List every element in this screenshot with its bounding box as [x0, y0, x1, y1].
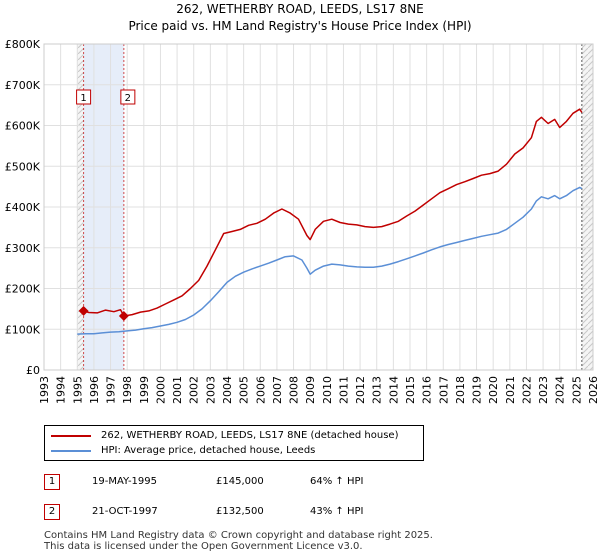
y-tick-label: £0 — [26, 364, 40, 377]
sale-label-text: 2 — [125, 93, 131, 104]
x-tick-label: 2009 — [304, 376, 317, 404]
x-tick-label: 2023 — [537, 376, 550, 404]
sale-price: £132,500 — [216, 506, 264, 517]
sale-row: 2 21-OCT-1997 £132,500 43% ↑ HPI — [0, 502, 600, 522]
series-line-property — [83, 108, 583, 317]
sale-label-box — [76, 89, 92, 105]
legend-swatch-hpi — [51, 450, 91, 452]
y-tick-label: £400K — [5, 201, 41, 214]
y-tick-label: £700K — [5, 79, 41, 92]
x-tick-label: 2004 — [221, 376, 234, 404]
x-tick-label: 2025 — [570, 376, 583, 404]
x-tick-label: 2008 — [288, 376, 301, 404]
x-tick-label: 2002 — [188, 376, 201, 404]
sale-date: 19-MAY-1995 — [92, 476, 158, 487]
y-tick-label: £600K — [5, 120, 41, 133]
plot-frame — [43, 43, 594, 371]
y-tick-label: £200K — [5, 283, 41, 296]
x-tick-label: 1994 — [55, 376, 68, 404]
y-tick-label: £500K — [5, 160, 41, 173]
x-tick-label: 2022 — [520, 376, 533, 404]
x-tick-label: 2013 — [371, 376, 384, 404]
legend-label-hpi: HPI: Average price, detached house, Leed… — [101, 445, 316, 456]
chart-legend: 262, WETHERBY ROAD, LEEDS, LS17 8NE (det… — [44, 425, 424, 461]
price-chart: 1 2 £0 £100K £200K £300K £400K £500K £600K £700K £… — [5, 38, 600, 404]
x-tick-label: 2018 — [454, 376, 467, 404]
x-tick-label: 2026 — [587, 376, 600, 404]
x-tick-label: 2005 — [238, 376, 251, 404]
y-tick-label: £300K — [5, 242, 41, 255]
sale-marker-badge: 1 — [44, 474, 60, 490]
chart-title: 262, WETHERBY ROAD, LEEDS, LS17 8NE — [176, 2, 424, 16]
series-line-hpi — [77, 186, 583, 335]
x-tick-label: 2000 — [154, 376, 167, 404]
x-tick-label: 1993 — [38, 376, 51, 404]
y-tick-label: £100K — [5, 323, 41, 336]
x-tick-label: 2019 — [471, 376, 484, 404]
sale-date: 21-OCT-1997 — [92, 506, 158, 517]
sale-label-box — [120, 89, 136, 105]
footer-copyright: Contains HM Land Registry data © Crown c… — [44, 530, 433, 541]
footer-licence: This data is licensed under the Open Gov… — [44, 541, 363, 552]
x-tick-label: 2001 — [171, 376, 184, 404]
sale-marker-badge: 2 — [44, 504, 60, 520]
sale-row: 1 19-MAY-1995 £145,000 64% ↑ HPI — [0, 472, 600, 492]
x-tick-label: 2010 — [321, 376, 334, 404]
x-tick-label: 2020 — [487, 376, 500, 404]
sale-hpi-change: 43% ↑ HPI — [310, 506, 364, 517]
x-tick-label: 2017 — [437, 376, 450, 404]
x-tick-label: 1998 — [121, 376, 134, 404]
sale-hpi-change: 64% ↑ HPI — [310, 476, 364, 487]
chart-subtitle: Price paid vs. HM Land Registry's House … — [128, 19, 472, 33]
legend-swatch-property — [51, 435, 91, 437]
y-tick-label: £800K — [5, 38, 41, 51]
x-tick-label: 2021 — [504, 376, 517, 404]
x-tick-label: 1996 — [88, 376, 101, 404]
footer: Contains HM Land Registry data © Crown c… — [44, 530, 433, 552]
x-tick-label: 1999 — [138, 376, 151, 404]
x-tick-label: 2014 — [387, 376, 400, 404]
x-tick-label: 2011 — [337, 376, 350, 404]
x-tick-label: 2007 — [271, 376, 284, 404]
x-tick-label: 2012 — [354, 376, 367, 404]
x-tick-label: 2006 — [254, 376, 267, 404]
legend-label-property: 262, WETHERBY ROAD, LEEDS, LS17 8NE (det… — [101, 430, 399, 441]
sale-label-text: 1 — [80, 93, 86, 104]
x-tick-label: 2016 — [421, 376, 434, 404]
x-tick-label: 2015 — [404, 376, 417, 404]
x-tick-label: 1995 — [71, 376, 84, 404]
x-tick-label: 1997 — [105, 376, 118, 404]
x-tick-label: 2003 — [204, 376, 217, 404]
sale-price: £145,000 — [216, 476, 264, 487]
x-tick-label: 2024 — [554, 376, 567, 404]
